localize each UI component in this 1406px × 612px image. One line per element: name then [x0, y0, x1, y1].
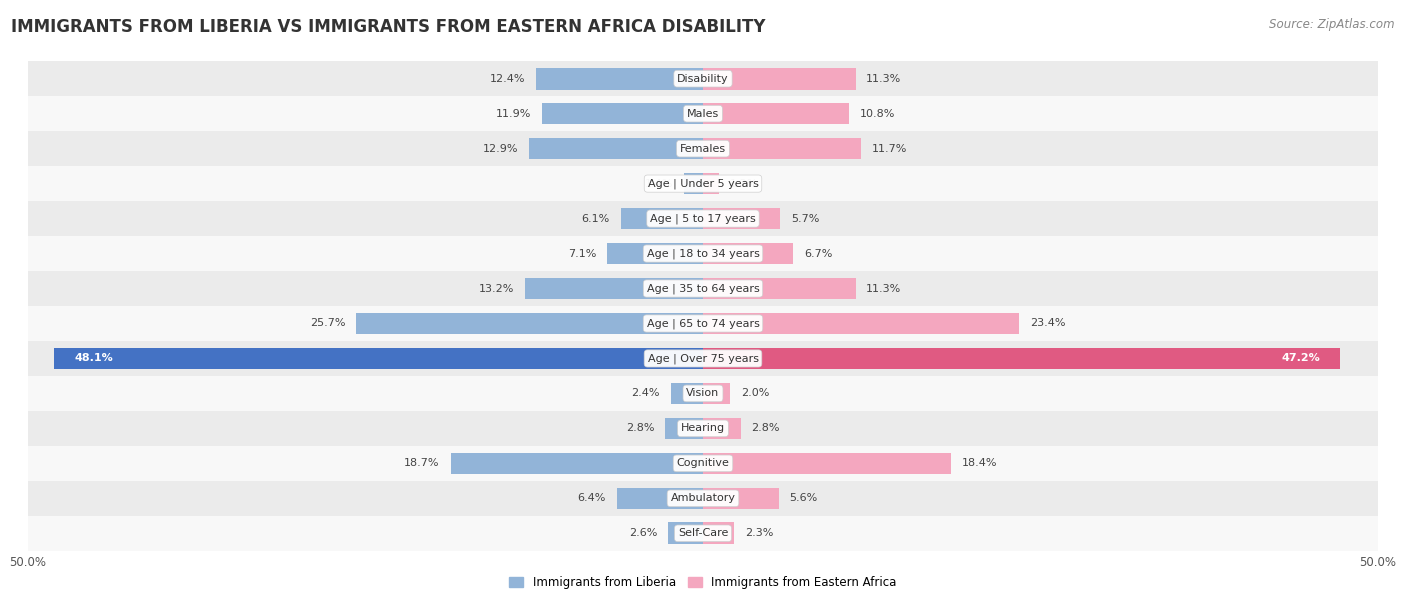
Bar	[671, 382, 703, 405]
Bar	[668, 523, 703, 544]
Bar	[28, 236, 1378, 271]
Bar	[620, 207, 703, 230]
Text: 11.3%: 11.3%	[866, 73, 901, 84]
Text: 2.8%: 2.8%	[752, 424, 780, 433]
Bar	[529, 138, 703, 160]
Text: 12.4%: 12.4%	[489, 73, 524, 84]
Text: Age | 35 to 64 years: Age | 35 to 64 years	[647, 283, 759, 294]
Bar	[28, 96, 1378, 131]
Text: Age | 18 to 34 years: Age | 18 to 34 years	[647, 248, 759, 259]
Bar	[28, 481, 1378, 516]
Legend: Immigrants from Liberia, Immigrants from Eastern Africa: Immigrants from Liberia, Immigrants from…	[505, 572, 901, 594]
Bar	[28, 446, 1378, 481]
Bar	[450, 452, 703, 474]
Text: Cognitive: Cognitive	[676, 458, 730, 468]
Text: 12.9%: 12.9%	[482, 144, 517, 154]
Text: 13.2%: 13.2%	[478, 283, 515, 294]
Text: 7.1%: 7.1%	[568, 248, 596, 258]
Text: Males: Males	[688, 109, 718, 119]
Bar	[524, 278, 703, 299]
Bar	[28, 306, 1378, 341]
Bar	[703, 103, 849, 124]
Bar	[28, 61, 1378, 96]
Bar	[703, 173, 720, 195]
Text: 2.3%: 2.3%	[745, 528, 773, 539]
Text: 1.4%: 1.4%	[645, 179, 673, 188]
Text: 1.2%: 1.2%	[730, 179, 758, 188]
Text: IMMIGRANTS FROM LIBERIA VS IMMIGRANTS FROM EASTERN AFRICA DISABILITY: IMMIGRANTS FROM LIBERIA VS IMMIGRANTS FR…	[11, 18, 766, 36]
Text: 2.8%: 2.8%	[626, 424, 654, 433]
Text: Hearing: Hearing	[681, 424, 725, 433]
Bar	[28, 516, 1378, 551]
Bar	[28, 271, 1378, 306]
Text: Vision: Vision	[686, 389, 720, 398]
Text: 18.7%: 18.7%	[405, 458, 440, 468]
Text: Age | Under 5 years: Age | Under 5 years	[648, 178, 758, 189]
Bar	[703, 452, 952, 474]
Text: Age | Over 75 years: Age | Over 75 years	[648, 353, 758, 364]
Bar	[28, 341, 1378, 376]
Text: 47.2%: 47.2%	[1281, 354, 1320, 364]
Text: 48.1%: 48.1%	[75, 354, 112, 364]
Bar	[703, 488, 779, 509]
Bar	[536, 68, 703, 89]
Bar	[703, 278, 855, 299]
Text: 2.4%: 2.4%	[631, 389, 659, 398]
Bar	[28, 411, 1378, 446]
Text: 2.6%: 2.6%	[628, 528, 657, 539]
Text: Age | 65 to 74 years: Age | 65 to 74 years	[647, 318, 759, 329]
Bar	[607, 243, 703, 264]
Bar	[703, 68, 855, 89]
Text: 6.7%: 6.7%	[804, 248, 832, 258]
Bar	[703, 523, 734, 544]
Text: 5.7%: 5.7%	[790, 214, 820, 223]
Text: 6.1%: 6.1%	[582, 214, 610, 223]
Bar	[703, 243, 793, 264]
Text: 2.0%: 2.0%	[741, 389, 769, 398]
Text: 10.8%: 10.8%	[859, 109, 896, 119]
Text: Source: ZipAtlas.com: Source: ZipAtlas.com	[1270, 18, 1395, 31]
Text: 11.3%: 11.3%	[866, 283, 901, 294]
Text: Self-Care: Self-Care	[678, 528, 728, 539]
Text: Ambulatory: Ambulatory	[671, 493, 735, 503]
Bar	[703, 417, 741, 439]
Bar	[703, 138, 860, 160]
Bar	[703, 348, 1340, 369]
Text: 11.9%: 11.9%	[496, 109, 531, 119]
Text: 25.7%: 25.7%	[309, 318, 346, 329]
Bar	[685, 173, 703, 195]
Bar	[28, 131, 1378, 166]
Bar	[703, 207, 780, 230]
Text: Females: Females	[681, 144, 725, 154]
Bar	[543, 103, 703, 124]
Text: 18.4%: 18.4%	[962, 458, 998, 468]
Text: 6.4%: 6.4%	[578, 493, 606, 503]
Bar	[665, 417, 703, 439]
Text: 23.4%: 23.4%	[1029, 318, 1066, 329]
Bar	[356, 313, 703, 334]
Text: Age | 5 to 17 years: Age | 5 to 17 years	[650, 214, 756, 224]
Bar	[703, 382, 730, 405]
Bar	[617, 488, 703, 509]
Bar	[53, 348, 703, 369]
Text: Disability: Disability	[678, 73, 728, 84]
Text: 11.7%: 11.7%	[872, 144, 907, 154]
Bar	[28, 376, 1378, 411]
Bar	[703, 313, 1019, 334]
Bar	[28, 166, 1378, 201]
Bar	[28, 201, 1378, 236]
Text: 5.6%: 5.6%	[789, 493, 818, 503]
